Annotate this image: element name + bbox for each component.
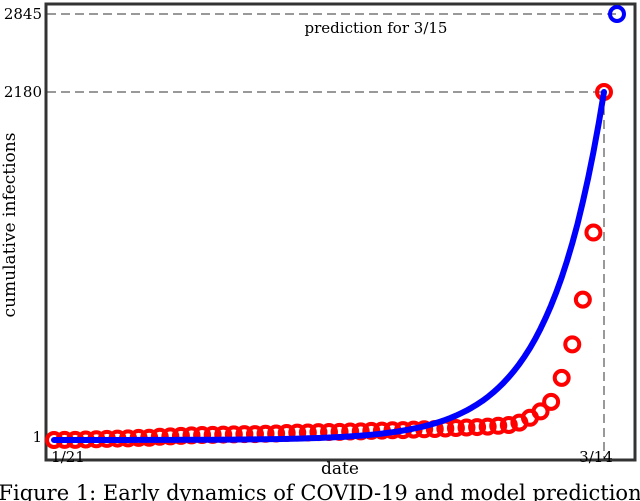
observed-point — [468, 418, 487, 437]
x-axis-label: date — [321, 459, 359, 479]
model-curve — [51, 89, 607, 443]
observed-point — [531, 402, 550, 421]
y-tick-2180: 2180 — [4, 83, 42, 101]
observed-point — [478, 417, 497, 436]
observed-point — [446, 419, 465, 438]
observed-point — [362, 421, 381, 440]
observed-point — [542, 392, 561, 411]
x-tick-1-21: 1/21 — [51, 448, 85, 466]
observed-point — [499, 415, 518, 434]
prediction-point — [608, 5, 626, 23]
plot-frame — [44, 2, 637, 462]
figure-caption: Figure 1: Early dynamics of COVID-19 and… — [0, 481, 640, 501]
observed-point — [552, 368, 571, 387]
reference-lines — [47, 13, 617, 459]
observed-point — [584, 223, 603, 242]
y-tick-2845: 2845 — [4, 5, 42, 23]
observed-point — [150, 427, 169, 446]
observed-point — [161, 427, 180, 446]
prediction-annotation: prediction for 3/15 — [305, 19, 448, 37]
observed-points — [45, 83, 613, 449]
observed-point — [457, 418, 476, 437]
observed-point — [573, 290, 592, 309]
observed-point — [489, 416, 508, 435]
observed-point — [563, 335, 582, 354]
x-tick-3-14: 3/14 — [579, 448, 613, 466]
observed-point — [171, 426, 190, 445]
y-axis-label: cumulative infections — [0, 133, 20, 318]
y-tick-1: 1 — [32, 428, 42, 446]
